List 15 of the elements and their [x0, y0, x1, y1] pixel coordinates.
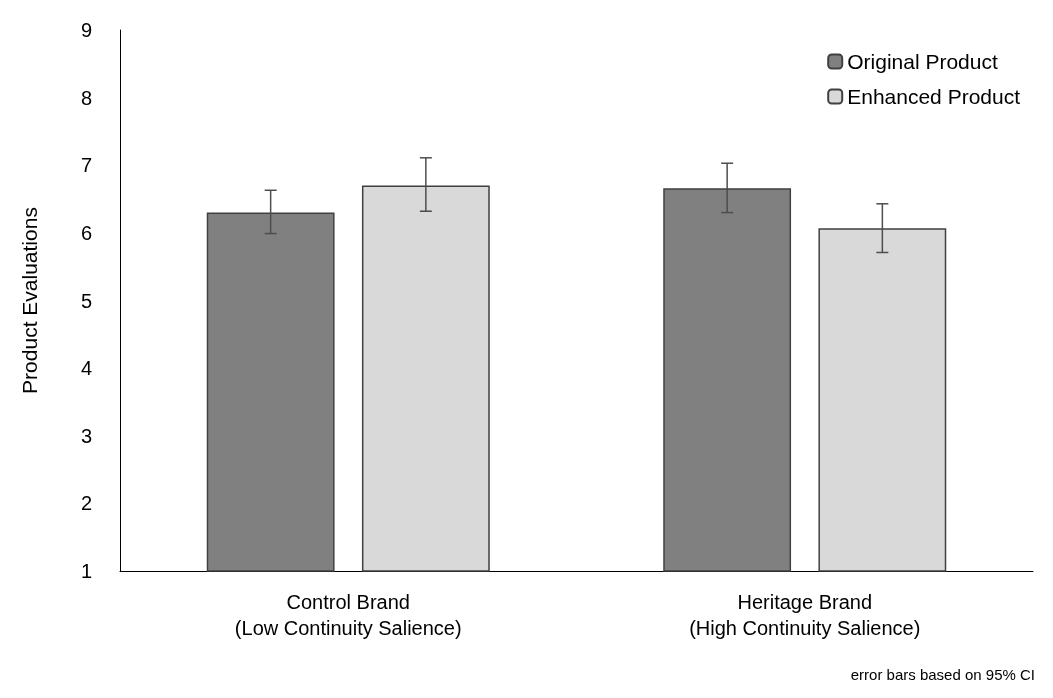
- legend-label: Enhanced Product: [847, 85, 1021, 108]
- x-tick-label: Control Brand (Low Continuity Salience): [234, 591, 462, 639]
- y-tick-label: 9: [80, 19, 92, 41]
- y-tick-label: 7: [80, 154, 92, 177]
- y-tick-label: 8: [80, 86, 92, 109]
- text: error bars based on 95% CI: [850, 666, 1035, 683]
- y-tick-label: 6: [80, 221, 92, 244]
- y-tick-label: 2: [80, 492, 92, 515]
- y-axis-title: Product Evaluations: [18, 207, 41, 394]
- legend-label: Original Product: [847, 50, 998, 73]
- y-tick-label: 3: [80, 424, 92, 447]
- x-tick-label: Heritage Brand (High Continuity Salience): [689, 591, 921, 639]
- y-tick-label: 1: [80, 560, 92, 582]
- y-tick-label: 5: [80, 289, 92, 312]
- y-tick-label: 4: [80, 357, 92, 380]
